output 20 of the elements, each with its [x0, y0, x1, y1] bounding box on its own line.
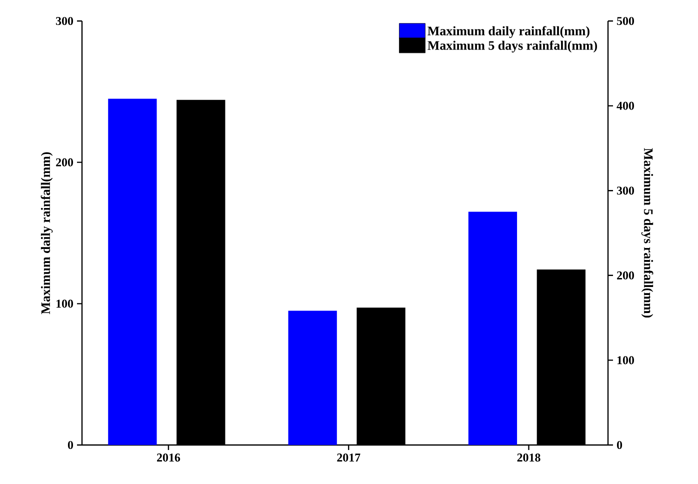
- y2-tick-label: 500: [617, 16, 634, 26]
- x-tick-label: 2017: [337, 454, 360, 462]
- y-axis-title: Maximum daily rainfall(mm): [40, 152, 53, 314]
- x-tick-label: 2016: [157, 454, 180, 462]
- bar: [108, 98, 157, 445]
- bar: [288, 310, 337, 445]
- y2-tick-label: 200: [617, 271, 634, 280]
- y-tick-label: 200: [56, 158, 74, 166]
- y2-axis-title: Maximum 5 days rainfall(mm): [641, 148, 654, 318]
- y-tick-label: 100: [56, 300, 74, 308]
- legend-label: Maximum daily rainfall(mm): [428, 26, 590, 38]
- y-tick-label: 300: [56, 16, 74, 26]
- y2-tick-label: 400: [616, 102, 634, 110]
- y2-tick-label: 100: [617, 356, 634, 364]
- y-tick-label: 0: [68, 440, 74, 450]
- legend-label: Maximum 5 days rainfall(mm): [428, 40, 597, 52]
- bar: [468, 212, 518, 445]
- y2-tick-label: 0: [616, 440, 622, 450]
- x-tick-label: 2018: [517, 454, 540, 462]
- y2-tick-label: 300: [616, 186, 634, 195]
